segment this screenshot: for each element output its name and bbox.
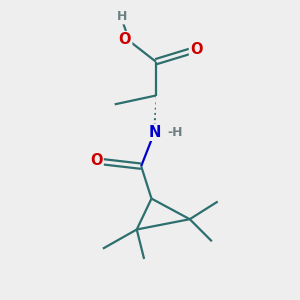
Text: H: H (117, 11, 127, 23)
Text: -H: -H (168, 126, 183, 139)
Text: O: O (90, 153, 103, 168)
Text: O: O (190, 42, 203, 57)
Text: N: N (148, 125, 160, 140)
Text: O: O (119, 32, 131, 47)
